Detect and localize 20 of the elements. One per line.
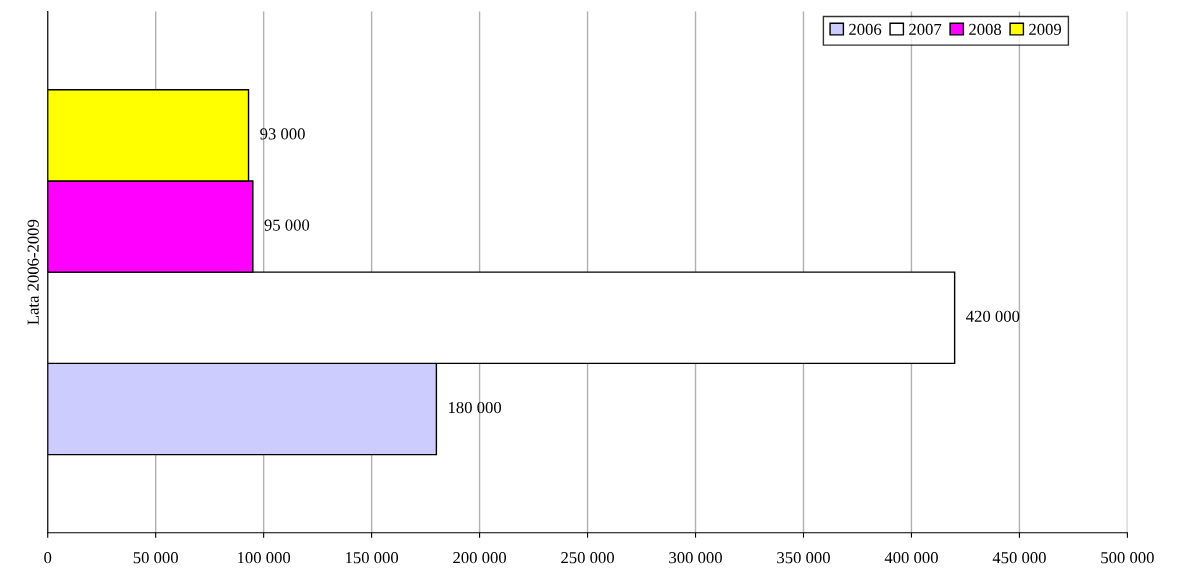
legend-label: 2009 xyxy=(1029,23,1062,36)
x-tick-label: 450 000 xyxy=(992,552,1046,564)
legend-label: 2007 xyxy=(909,23,942,36)
data-label: 95 000 xyxy=(264,219,310,231)
y-axis-title: Lata 2006-2009 xyxy=(27,219,39,325)
x-tick-label: 50 000 xyxy=(133,552,178,564)
x-tick-label: 300 000 xyxy=(669,552,722,564)
x-tick-label: 200 000 xyxy=(453,552,507,564)
x-tick-label: 0 xyxy=(44,552,52,564)
x-tick-label: 500 000 xyxy=(1101,552,1154,564)
data-label: 180 000 xyxy=(448,401,502,414)
x-tick-label: 100 000 xyxy=(238,552,291,564)
x-tick-label: 250 000 xyxy=(561,552,614,564)
x-tick-label: 150 000 xyxy=(346,552,399,564)
data-label: 420 000 xyxy=(966,310,1020,322)
data-label: 93 000 xyxy=(260,128,305,140)
x-tick-label: 350 000 xyxy=(777,552,830,564)
legend-label: 2006 xyxy=(849,23,882,36)
legend-label: 2008 xyxy=(969,23,1002,36)
x-tick-label: 400 000 xyxy=(884,552,938,564)
